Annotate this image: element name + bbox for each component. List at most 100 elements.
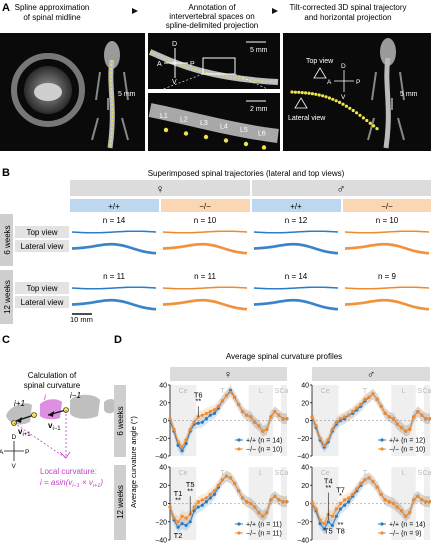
y-tick-label: 20 xyxy=(159,483,167,490)
panel-b-letter: B xyxy=(2,167,10,179)
data-point xyxy=(347,500,351,504)
n-label: n = 9 xyxy=(378,272,397,281)
data-point xyxy=(200,503,204,507)
vertebra-marker xyxy=(203,134,209,140)
data-point xyxy=(216,483,220,487)
data-point xyxy=(355,406,359,410)
top-view-trajectory xyxy=(162,287,248,290)
label-i: i xyxy=(44,393,46,402)
panel-a-title2c: spline-delimited projection xyxy=(166,21,259,30)
data-point xyxy=(371,480,375,484)
data-point xyxy=(363,397,367,401)
data-point xyxy=(359,402,363,407)
legend-marker xyxy=(237,522,241,526)
region-label: Ca xyxy=(279,470,288,477)
region-label: T xyxy=(220,388,225,395)
label-i-minus: i−1 xyxy=(70,391,81,400)
legend-marker xyxy=(380,447,384,451)
data-point xyxy=(420,498,424,502)
data-point xyxy=(208,496,212,500)
data-point xyxy=(184,442,188,446)
male-symbol: ♂ xyxy=(337,182,346,196)
data-point xyxy=(379,404,383,408)
data-point xyxy=(241,410,245,414)
data-point xyxy=(334,507,338,511)
axis-v-label: V xyxy=(341,94,346,101)
data-point xyxy=(196,505,200,509)
data-point xyxy=(249,501,253,506)
region-label: S xyxy=(417,470,422,477)
data-point xyxy=(416,494,420,498)
row-12-weeks-label: 12 weeks xyxy=(3,280,12,314)
panel-a-title3b: and horizontal projection xyxy=(304,13,391,22)
data-point xyxy=(338,507,343,511)
lateral-view-row-label: Lateral view xyxy=(21,242,64,251)
genotype-wt-label: +/+ xyxy=(108,202,120,211)
data-point xyxy=(351,410,355,414)
data-point xyxy=(184,516,188,520)
region-label: Ca xyxy=(422,388,431,395)
region-label: T xyxy=(363,388,368,395)
series-error-band xyxy=(170,470,287,533)
data-point xyxy=(322,522,326,526)
y-tick-label: −40 xyxy=(155,454,167,461)
vertebra-marker xyxy=(223,138,229,143)
series-error-band xyxy=(170,385,287,456)
panel-a-title3: Tilt-corrected 3D spinal trajectory xyxy=(289,3,406,12)
vertebra-label: L4 xyxy=(220,124,228,131)
data-point xyxy=(338,501,343,506)
data-point xyxy=(399,509,404,513)
y-tick-label: 0 xyxy=(305,418,309,425)
data-point xyxy=(334,514,338,518)
axis-d-label: D xyxy=(172,41,177,48)
data-point xyxy=(196,421,200,425)
data-point xyxy=(184,523,188,528)
axis-d-label: D xyxy=(12,434,17,441)
genotype-wt-label: +/+ xyxy=(290,202,302,211)
data-point xyxy=(404,429,408,433)
data-point xyxy=(399,426,404,430)
row-6-weeks-tab xyxy=(114,385,126,457)
vertebra-label: L1 xyxy=(160,113,168,120)
y-tick-label: −20 xyxy=(155,436,167,443)
data-point xyxy=(314,507,318,511)
male-symbol: ♂ xyxy=(367,369,375,381)
vertebra-marker xyxy=(163,127,169,133)
legend-label: −/− (n = 9) xyxy=(389,531,422,538)
n-label: n = 11 xyxy=(194,272,216,281)
y-tick-label: 0 xyxy=(163,501,167,508)
row-12-weeks-tab xyxy=(0,270,13,324)
axis-p-label: P xyxy=(25,449,29,456)
data-point xyxy=(408,427,412,431)
vertebra-label: L5 xyxy=(240,127,248,134)
data-point xyxy=(176,520,180,524)
data-point xyxy=(204,496,208,500)
significance-label: T4 xyxy=(324,476,333,485)
trajectory-dot xyxy=(307,91,311,95)
data-point xyxy=(383,411,387,415)
data-point xyxy=(322,443,326,447)
y-tick-label: 40 xyxy=(159,465,167,472)
y-axis-label: Average curvature angle (°) xyxy=(129,416,138,508)
female-header xyxy=(70,180,250,196)
genotype-ko-header xyxy=(343,199,431,212)
legend-label: +/+ (n = 14) xyxy=(246,438,282,445)
data-point xyxy=(371,392,375,396)
eye-icon xyxy=(313,67,327,79)
data-point xyxy=(387,500,391,504)
significance-label: T5 xyxy=(324,527,333,536)
y-tick-label: 40 xyxy=(159,383,167,390)
y-tick-label: 0 xyxy=(163,418,167,425)
significance-label: T8 xyxy=(336,527,345,536)
data-point xyxy=(208,492,212,496)
data-point xyxy=(233,481,237,485)
y-tick-label: 20 xyxy=(301,400,309,407)
panel-a-title1: Spline approximation xyxy=(15,3,90,12)
region-band xyxy=(423,385,430,456)
lateral-view-label: Lateral view xyxy=(288,115,326,122)
trajectory-dot xyxy=(324,95,328,99)
legend-marker xyxy=(237,447,241,451)
data-point xyxy=(269,415,273,419)
genotype-wt-header xyxy=(70,199,159,212)
